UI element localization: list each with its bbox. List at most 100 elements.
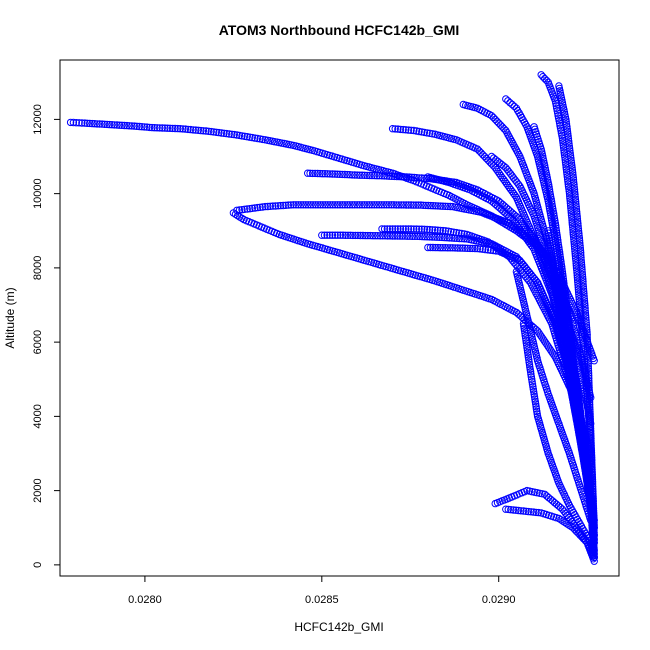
track-marker bbox=[313, 169, 322, 178]
track-marker bbox=[571, 188, 579, 196]
track-marker bbox=[511, 191, 519, 200]
track-marker bbox=[238, 206, 246, 214]
track-marker bbox=[403, 232, 412, 240]
track-marker bbox=[567, 209, 575, 217]
track-marker bbox=[299, 201, 307, 209]
track-marker bbox=[570, 374, 578, 383]
track-marker bbox=[484, 246, 492, 254]
track-marker bbox=[525, 356, 533, 364]
track-marker bbox=[574, 227, 583, 235]
track-marker bbox=[426, 129, 434, 138]
data-point bbox=[410, 126, 418, 135]
track-marker bbox=[439, 202, 447, 210]
track-marker bbox=[566, 199, 575, 207]
track-marker bbox=[583, 326, 591, 334]
track-marker bbox=[559, 285, 567, 293]
track-marker bbox=[414, 201, 423, 209]
track-marker bbox=[420, 128, 429, 137]
track-marker bbox=[343, 201, 352, 209]
track-marker bbox=[559, 277, 568, 285]
track-marker bbox=[434, 202, 442, 210]
track-marker bbox=[276, 201, 285, 210]
data-series-13 bbox=[378, 225, 598, 539]
plot-area bbox=[66, 71, 598, 565]
track-marker bbox=[586, 425, 595, 433]
track-marker bbox=[583, 466, 591, 474]
data-point bbox=[583, 331, 591, 339]
track-marker bbox=[583, 333, 591, 341]
track-marker bbox=[576, 244, 584, 252]
track-marker bbox=[456, 244, 464, 252]
data-point bbox=[502, 95, 510, 103]
track-marker bbox=[525, 360, 534, 369]
track-marker bbox=[440, 233, 449, 242]
track-marker bbox=[571, 193, 579, 201]
track-marker bbox=[396, 125, 405, 134]
track-marker bbox=[570, 372, 578, 380]
track-marker bbox=[523, 275, 531, 283]
track-marker bbox=[398, 173, 406, 181]
track-marker bbox=[246, 205, 254, 213]
track-marker bbox=[585, 379, 593, 387]
track-marker bbox=[380, 201, 388, 209]
track-marker bbox=[279, 201, 287, 210]
track-marker bbox=[449, 228, 458, 236]
track-marker bbox=[571, 384, 579, 392]
track-marker bbox=[578, 435, 587, 443]
track-marker bbox=[238, 132, 246, 140]
track-marker bbox=[323, 231, 331, 239]
track-marker bbox=[585, 386, 593, 394]
track-marker bbox=[329, 201, 337, 209]
track-marker bbox=[573, 210, 581, 218]
track-marker bbox=[493, 117, 501, 126]
track-marker bbox=[587, 432, 595, 440]
x-tick-label: 0.0280 bbox=[128, 594, 162, 606]
track-marker bbox=[580, 292, 588, 300]
data-point bbox=[590, 538, 598, 547]
track-marker bbox=[428, 130, 437, 138]
track-marker bbox=[557, 516, 565, 524]
track-marker bbox=[468, 244, 477, 253]
track-marker bbox=[424, 201, 432, 210]
track-marker bbox=[358, 201, 366, 209]
track-marker bbox=[431, 233, 439, 241]
track-marker bbox=[582, 314, 590, 322]
track-marker bbox=[571, 382, 579, 390]
track-marker bbox=[402, 201, 410, 209]
track-marker bbox=[564, 135, 573, 143]
data-point bbox=[562, 115, 570, 124]
track-marker bbox=[495, 119, 503, 127]
track-marker bbox=[480, 152, 489, 161]
track-marker bbox=[407, 225, 415, 233]
x-tick-label: 0.0285 bbox=[305, 594, 339, 606]
track-marker bbox=[582, 319, 590, 327]
track-marker bbox=[523, 346, 532, 354]
track-marker bbox=[535, 489, 544, 497]
track-marker bbox=[578, 273, 587, 281]
track-marker bbox=[431, 243, 440, 252]
track-marker bbox=[588, 509, 596, 518]
track-marker bbox=[253, 134, 262, 143]
track-marker bbox=[585, 384, 593, 392]
y-axis: 0 2000 4000 6000 8000 10000 12000 bbox=[32, 104, 61, 568]
track-marker bbox=[436, 202, 445, 210]
track-marker bbox=[426, 243, 435, 252]
track-marker bbox=[393, 232, 402, 240]
track-marker bbox=[577, 251, 585, 259]
track-marker bbox=[574, 403, 582, 412]
track-marker bbox=[334, 231, 342, 239]
track-marker bbox=[156, 124, 164, 132]
track-marker bbox=[103, 120, 111, 129]
track-marker bbox=[514, 506, 523, 515]
track-marker bbox=[222, 129, 231, 138]
track-marker bbox=[341, 170, 349, 179]
track-marker bbox=[373, 172, 381, 180]
track-marker bbox=[564, 132, 572, 141]
track-marker bbox=[566, 147, 574, 155]
track-marker bbox=[566, 197, 574, 205]
data-point bbox=[321, 201, 329, 209]
track-marker bbox=[581, 299, 589, 308]
track-marker bbox=[431, 202, 440, 210]
track-marker bbox=[264, 202, 272, 211]
